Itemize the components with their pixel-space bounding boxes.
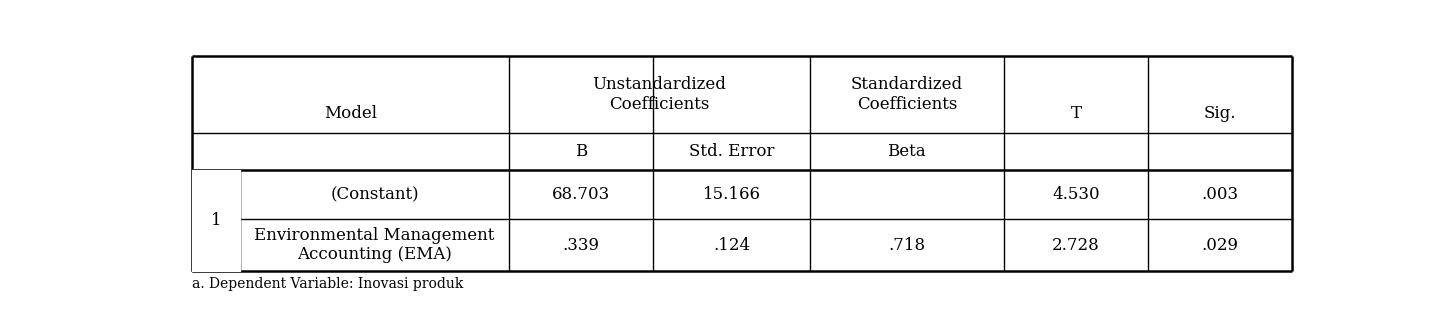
Text: 68.703: 68.703 — [552, 186, 610, 203]
Text: Unstandardized
Coefficients: Unstandardized Coefficients — [592, 76, 727, 113]
Text: Model: Model — [324, 105, 376, 122]
Text: 4.530: 4.530 — [1053, 186, 1099, 203]
Text: .718: .718 — [888, 237, 925, 254]
Text: Std. Error: Std. Error — [689, 143, 775, 160]
Text: Beta: Beta — [888, 143, 927, 160]
Text: B: B — [575, 143, 588, 160]
Text: .003: .003 — [1202, 186, 1238, 203]
Text: T: T — [1070, 105, 1082, 122]
Bar — [193, 170, 240, 271]
Text: .124: .124 — [712, 237, 750, 254]
Text: .339: .339 — [563, 237, 599, 254]
Text: 2.728: 2.728 — [1053, 237, 1100, 254]
Text: (Constant): (Constant) — [330, 186, 418, 203]
Text: .029: .029 — [1202, 237, 1238, 254]
Text: Standardized
Coefficients: Standardized Coefficients — [851, 76, 963, 113]
Text: 1: 1 — [211, 212, 222, 229]
Text: Environmental Management
Accounting (EMA): Environmental Management Accounting (EMA… — [255, 227, 495, 263]
Text: a. Dependent Variable: Inovasi produk: a. Dependent Variable: Inovasi produk — [193, 277, 463, 291]
Text: 15.166: 15.166 — [702, 186, 760, 203]
Text: Sig.: Sig. — [1203, 105, 1237, 122]
